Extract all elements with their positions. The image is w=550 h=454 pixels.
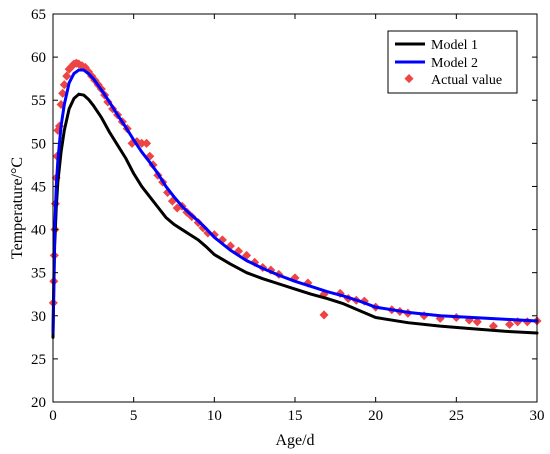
data-point-actual-value <box>137 138 147 148</box>
series-line-model-2 <box>51 68 539 335</box>
x-tick-label: 30 <box>530 408 545 424</box>
legend: Model 1 Model 2 Actual value <box>387 30 518 94</box>
axis-ticks: 0 5 10 15 20 25 30 20 25 30 35 40 45 50 55 60 65 <box>31 7 545 424</box>
data-point-actual-value <box>198 223 208 233</box>
y-tick-label: 60 <box>31 50 46 66</box>
y-tick-label: 20 <box>31 395 46 411</box>
x-axis-label: Age/d <box>275 432 314 449</box>
y-tick-label: 35 <box>31 266 46 282</box>
y-tick-label: 25 <box>31 352 46 368</box>
legend-label-model-2: Model 2 <box>431 56 478 71</box>
x-tick-label: 0 <box>49 408 57 424</box>
x-tick-label: 15 <box>288 408 303 424</box>
legend-label-actual-value: Actual value <box>431 73 502 88</box>
y-tick-label: 55 <box>31 93 46 109</box>
y-tick-label: 50 <box>31 136 46 152</box>
y-axis-label: Temperature/°C <box>9 157 26 259</box>
y-tick-label: 65 <box>31 7 46 23</box>
x-tick-label: 20 <box>368 408 383 424</box>
x-tick-label: 5 <box>130 408 138 424</box>
y-tick-label: 45 <box>31 179 46 195</box>
y-tick-label: 40 <box>31 223 46 239</box>
x-tick-label: 10 <box>207 408 222 424</box>
data-point-actual-value <box>59 80 69 90</box>
x-tick-label: 25 <box>449 408 464 424</box>
y-tick-label: 30 <box>31 309 46 325</box>
data-point-actual-value <box>505 319 515 329</box>
series-line-model-1 <box>51 92 539 339</box>
legend-label-model-1: Model 1 <box>431 38 478 53</box>
